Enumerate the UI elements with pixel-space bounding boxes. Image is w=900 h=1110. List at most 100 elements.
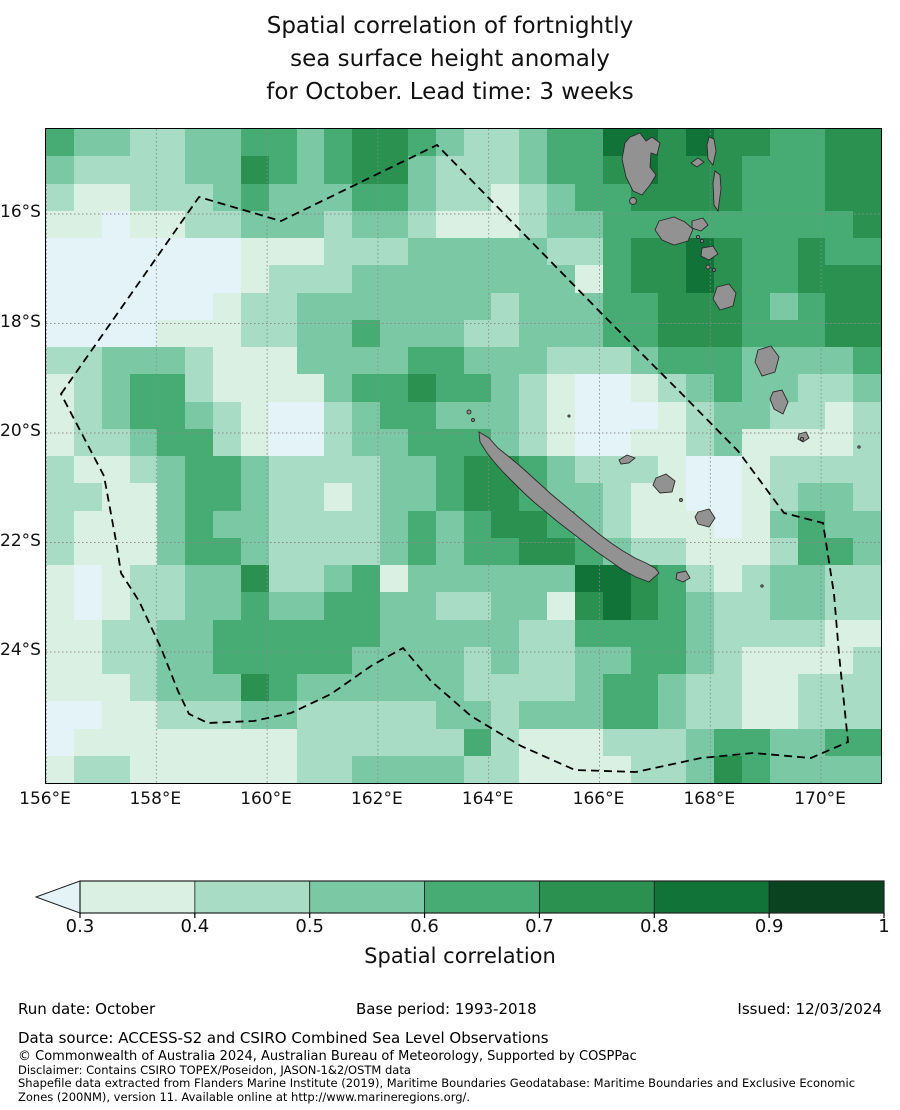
heatmap-cell — [73, 510, 102, 538]
heatmap-cell — [213, 592, 241, 620]
heatmap-cell — [714, 483, 742, 511]
heatmap-cell — [602, 674, 631, 702]
colorbar-tick-label: 0.6 — [410, 916, 439, 937]
heatmap-cell — [296, 129, 325, 157]
heatmap-cell — [658, 510, 687, 538]
heatmap-cell — [407, 156, 436, 184]
heatmap-cell — [853, 401, 881, 429]
heatmap-cell — [213, 510, 241, 538]
heatmap-cell — [407, 728, 436, 756]
heatmap-cell — [296, 374, 325, 402]
heatmap-cell — [547, 347, 575, 375]
heatmap-cell — [185, 238, 213, 266]
heatmap-cell — [240, 292, 269, 320]
heatmap-cell — [185, 510, 213, 538]
heatmap-cell — [380, 483, 408, 511]
heatmap-cell — [324, 347, 353, 375]
heatmap-cell — [352, 619, 380, 647]
heatmap-cell — [407, 374, 436, 402]
colorbar-segments — [79, 880, 885, 914]
heatmap-cell — [491, 156, 520, 184]
heatmap-cell — [380, 619, 408, 647]
heatmap-cell — [769, 156, 798, 184]
heatmap-cell — [240, 619, 269, 647]
island-maewo — [706, 136, 717, 166]
heatmap-cell — [157, 374, 186, 402]
heatmap-cell — [463, 238, 492, 266]
heatmap-cell — [463, 156, 492, 184]
heatmap-cell — [380, 265, 408, 293]
heatmap-cell — [157, 292, 186, 320]
heatmap-cell — [853, 265, 881, 293]
heatmap-cell — [240, 728, 269, 756]
islet-speck-4 — [760, 584, 764, 588]
y-tick-label: 20°S — [0, 421, 41, 441]
heatmap-cell — [491, 674, 520, 702]
x-tick-label: 162°E — [351, 789, 403, 809]
heatmap-cell — [157, 619, 186, 647]
heatmap-cell — [324, 238, 353, 266]
heatmap-cell — [463, 674, 492, 702]
heatmap-cell — [519, 265, 547, 293]
heatmap-cell — [185, 483, 213, 511]
heatmap-cell — [324, 674, 353, 702]
heatmap-cell — [741, 646, 770, 674]
heatmap-cell — [435, 755, 464, 783]
heatmap-cell — [352, 183, 380, 211]
heatmap-cell — [240, 319, 269, 347]
heatmap-cell — [101, 347, 130, 375]
heatmap-cell — [296, 755, 325, 783]
heatmap-cell — [240, 238, 269, 266]
heatmap-cell — [491, 701, 520, 729]
heatmap-cell — [46, 374, 74, 402]
y-tick-label: 24°S — [0, 640, 41, 660]
island-grande-terre — [478, 431, 660, 583]
colorbar-segment — [768, 880, 885, 914]
heatmap-cell — [547, 728, 575, 756]
heatmap-cell — [129, 129, 158, 157]
heatmap-cell — [574, 319, 603, 347]
heatmap-cell — [296, 646, 325, 674]
colorbar-tick-label: 0.8 — [639, 916, 669, 937]
heatmap-cell — [73, 674, 102, 702]
heatmap-cell — [741, 401, 770, 429]
heatmap-cell — [491, 210, 520, 238]
heatmap-cell — [352, 347, 380, 375]
heatmap-cell — [686, 674, 714, 702]
heatmap-cell — [658, 183, 687, 211]
heatmap-cell — [741, 510, 770, 538]
heatmap-cell — [547, 674, 575, 702]
heatmap-cell — [853, 292, 881, 320]
heatmap-cell — [101, 129, 130, 157]
heatmap-cell — [129, 619, 158, 647]
heatmap-cell — [519, 701, 547, 729]
heatmap-cell — [380, 347, 408, 375]
heatmap-cell — [380, 319, 408, 347]
heatmap-cell — [352, 701, 380, 729]
colorbar-segment — [539, 880, 655, 914]
heatmap-cell — [853, 129, 881, 157]
heatmap-cell — [407, 238, 436, 266]
heatmap-cell — [741, 755, 770, 783]
heatmap-cell — [825, 456, 854, 484]
heatmap-cell — [101, 619, 130, 647]
heatmap-cell — [73, 401, 102, 429]
heatmap-cell — [46, 347, 74, 375]
heatmap-cell — [240, 510, 269, 538]
heatmap-cell — [658, 619, 687, 647]
heatmap-cell — [352, 210, 380, 238]
heatmap-cell — [435, 646, 464, 674]
heatmap-cell — [714, 401, 742, 429]
heatmap-cell — [268, 619, 297, 647]
heatmap-cell — [268, 347, 297, 375]
heatmap-cell — [825, 129, 854, 157]
heatmap-cell — [46, 592, 74, 620]
heatmap-cell — [213, 183, 241, 211]
heatmap-cell — [769, 319, 798, 347]
heatmap-cell — [157, 592, 186, 620]
heatmap-cell — [825, 319, 854, 347]
heatmap-cell — [435, 183, 464, 211]
heatmap-cell — [185, 619, 213, 647]
title-line-3: for October. Lead time: 3 weeks — [266, 79, 634, 105]
heatmap-cell — [574, 265, 603, 293]
